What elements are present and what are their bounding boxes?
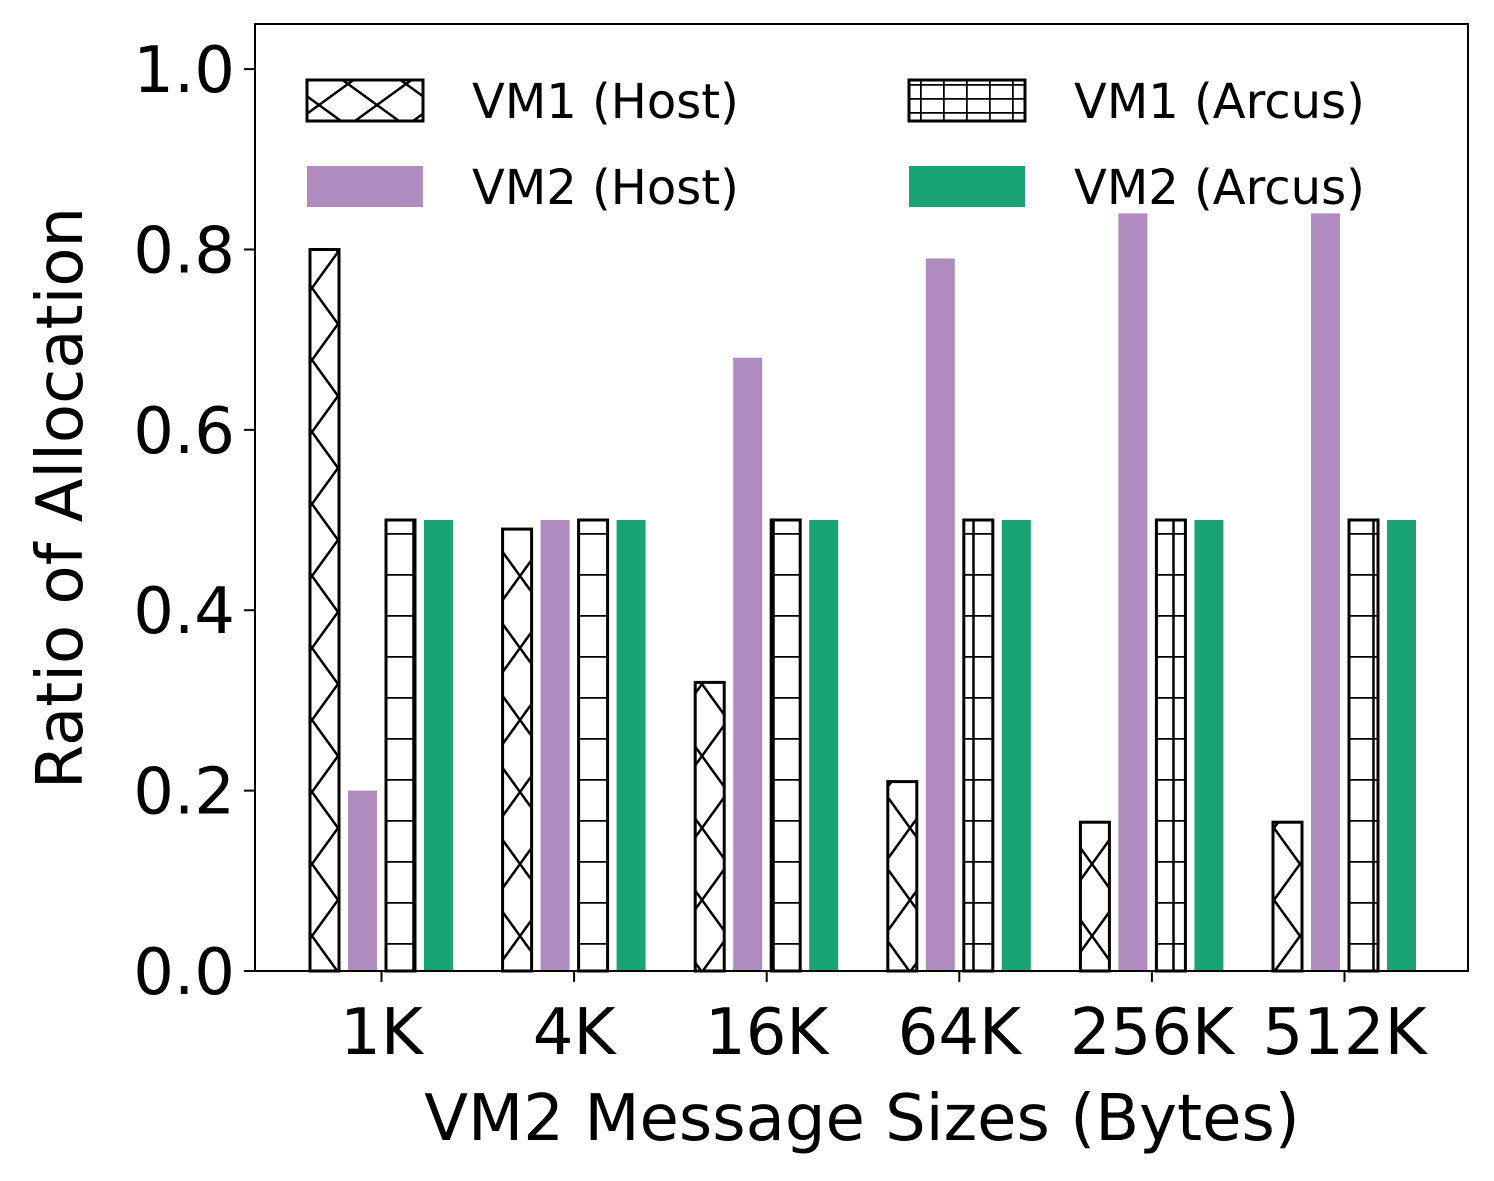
x-tick-label: 16K <box>705 996 830 1070</box>
bar-vm2-arcus-4k <box>616 520 646 971</box>
bar-vm1-host-1k <box>308 248 341 973</box>
legend-swatch-vm1-host <box>305 78 425 123</box>
bar-vm2-host-4k <box>540 520 570 971</box>
legend-swatch-vm1-arcus <box>907 78 1027 123</box>
legend-label-vm1-arcus: VM1 (Arcus) <box>1074 74 1365 130</box>
bar-vm1-host-512k <box>1271 820 1304 973</box>
legend: VM1 (Host) VM2 (Host) VM1 (Arcus) VM2 (Arcu… <box>305 74 1365 216</box>
y-tick-label: 0.2 <box>133 756 235 830</box>
x-tick-label: 256K <box>1070 996 1236 1070</box>
bar-vm2-arcus-16k <box>809 520 839 971</box>
bar-vm2-host-256k <box>1118 213 1148 971</box>
legend-label-vm1-host: VM1 (Host) <box>472 74 739 130</box>
bar-vm1-host-16k <box>693 680 726 973</box>
x-tick-label: 4K <box>533 996 618 1070</box>
x-axis-title: VM2 Message Sizes (Bytes) <box>424 1082 1300 1156</box>
bar-vm1-arcus-1k <box>384 518 417 973</box>
y-tick-label: 0.0 <box>133 936 235 1010</box>
bars-group <box>308 213 1416 973</box>
bar-vm2-arcus-256k <box>1194 520 1224 971</box>
bar-vm1-arcus-256k <box>1154 518 1187 973</box>
x-axis: 1K 4K 16K 64K 256K 512K <box>340 971 1429 1070</box>
y-axis-title: Ratio of Allocation <box>24 207 98 789</box>
bar-vm1-arcus-512k <box>1347 518 1380 973</box>
plot-frame <box>254 23 1469 972</box>
y-axis: 0.0 0.2 0.4 0.6 0.8 1.0 <box>133 34 255 1010</box>
bar-vm2-host-1k <box>348 790 377 971</box>
x-tick-label: 64K <box>898 996 1023 1070</box>
y-tick-label: 0.4 <box>133 575 235 649</box>
y-tick-label: 1.0 <box>133 34 235 108</box>
y-tick-label: 0.8 <box>133 214 235 288</box>
x-tick-label: 512K <box>1262 996 1428 1070</box>
bar-vm2-arcus-512k <box>1387 520 1416 971</box>
bar-vm1-host-4k <box>501 527 534 973</box>
legend-swatch-vm2-arcus <box>909 166 1025 207</box>
bar-vm1-arcus-4k <box>577 518 610 973</box>
bar-vm2-host-16k <box>733 357 763 971</box>
bar-vm1-host-256k <box>1078 820 1111 973</box>
y-tick-label: 0.6 <box>133 395 235 469</box>
legend-label-vm2-host: VM2 (Host) <box>472 160 739 216</box>
bar-vm2-host-512k <box>1311 213 1340 971</box>
bar-vm2-arcus-64k <box>1001 520 1031 971</box>
bar-vm1-host-64k <box>886 780 919 973</box>
legend-swatch-vm2-host <box>307 166 423 207</box>
bar-vm2-host-64k <box>925 258 955 971</box>
x-tick-label: 1K <box>340 996 425 1070</box>
legend-label-vm2-arcus: VM2 (Arcus) <box>1074 160 1365 216</box>
bar-vm1-arcus-64k <box>962 518 995 973</box>
bar-vm2-arcus-1k <box>424 520 453 971</box>
bar-vm1-arcus-16k <box>769 518 802 973</box>
